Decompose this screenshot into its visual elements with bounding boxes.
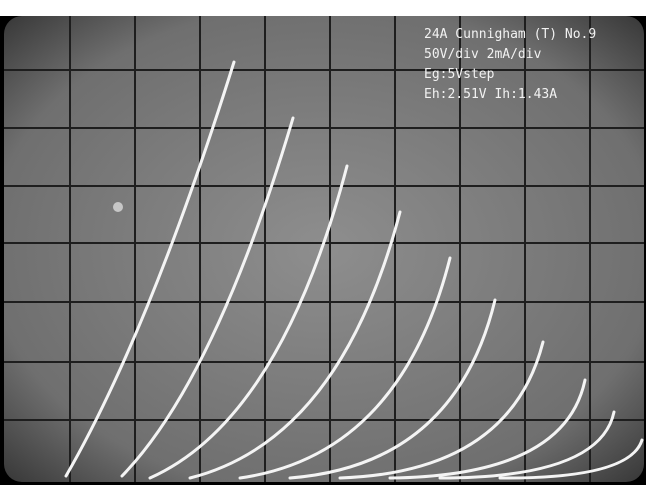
- screen: [4, 16, 644, 482]
- tube-label: 24A Cunnigham (T) No.9: [424, 27, 596, 42]
- heater-label: Eh:2.51V Ih:1.43A: [424, 87, 557, 102]
- scale-label: 50V/div 2mA/div: [424, 47, 542, 62]
- graticule: [4, 16, 644, 482]
- glare-spot: [113, 202, 123, 212]
- grid-step-label: Eg:5Vstep: [424, 67, 495, 82]
- characteristic-curves: [64, 60, 644, 480]
- top-strip: [0, 0, 646, 16]
